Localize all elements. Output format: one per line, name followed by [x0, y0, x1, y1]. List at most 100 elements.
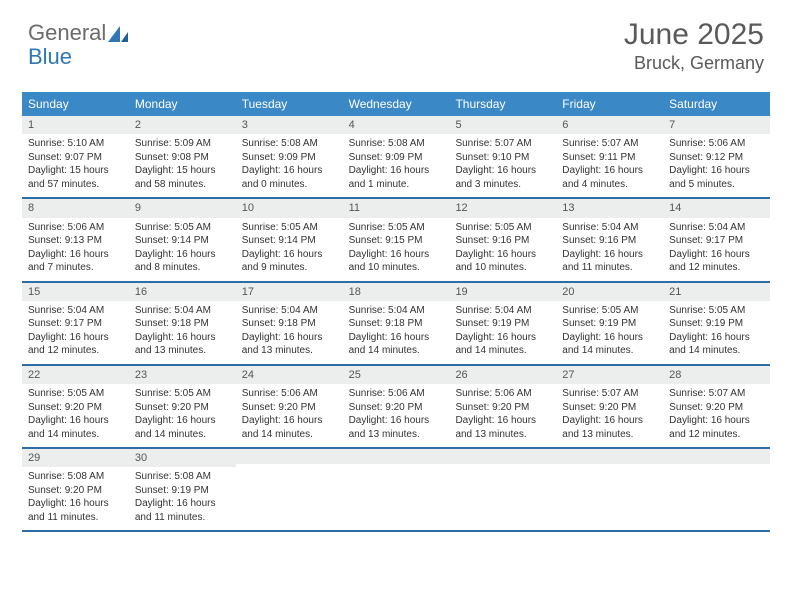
day-number: 13	[556, 199, 663, 217]
day-cell: 16Sunrise: 5:04 AMSunset: 9:18 PMDayligh…	[129, 283, 236, 364]
daylight-text: Daylight: 16 hours and 11 minutes.	[28, 497, 123, 524]
day-number: 1	[22, 116, 129, 134]
title-block: June 2025 Bruck, Germany	[624, 18, 764, 74]
week-row: 15Sunrise: 5:04 AMSunset: 9:17 PMDayligh…	[22, 283, 770, 366]
day-number: 4	[343, 116, 450, 134]
daylight-text: Daylight: 16 hours and 7 minutes.	[28, 248, 123, 275]
daylight-text: Daylight: 16 hours and 13 minutes.	[349, 414, 444, 441]
daylight-text: Daylight: 16 hours and 13 minutes.	[562, 414, 657, 441]
day-number: 15	[22, 283, 129, 301]
day-body: Sunrise: 5:04 AMSunset: 9:17 PMDaylight:…	[22, 301, 129, 358]
day-cell: 8Sunrise: 5:06 AMSunset: 9:13 PMDaylight…	[22, 199, 129, 280]
daylight-text: Daylight: 16 hours and 14 minutes.	[135, 414, 230, 441]
sunset-text: Sunset: 9:17 PM	[28, 317, 123, 331]
daylight-text: Daylight: 16 hours and 14 minutes.	[242, 414, 337, 441]
day-number: 19	[449, 283, 556, 301]
title-location: Bruck, Germany	[624, 53, 764, 74]
day-body: Sunrise: 5:06 AMSunset: 9:13 PMDaylight:…	[22, 218, 129, 275]
sunrise-text: Sunrise: 5:08 AM	[349, 137, 444, 151]
sunset-text: Sunset: 9:19 PM	[562, 317, 657, 331]
day-number	[449, 449, 556, 464]
sunrise-text: Sunrise: 5:05 AM	[562, 304, 657, 318]
day-cell	[236, 449, 343, 530]
day-number: 12	[449, 199, 556, 217]
sunset-text: Sunset: 9:18 PM	[135, 317, 230, 331]
brand-word-1: General	[28, 20, 106, 45]
sunset-text: Sunset: 9:20 PM	[28, 401, 123, 415]
day-cell: 23Sunrise: 5:05 AMSunset: 9:20 PMDayligh…	[129, 366, 236, 447]
day-cell: 14Sunrise: 5:04 AMSunset: 9:17 PMDayligh…	[663, 199, 770, 280]
sunrise-text: Sunrise: 5:05 AM	[669, 304, 764, 318]
day-body: Sunrise: 5:06 AMSunset: 9:20 PMDaylight:…	[449, 384, 556, 441]
day-number	[556, 449, 663, 464]
day-body: Sunrise: 5:04 AMSunset: 9:16 PMDaylight:…	[556, 218, 663, 275]
sunset-text: Sunset: 9:20 PM	[135, 401, 230, 415]
sunset-text: Sunset: 9:09 PM	[242, 151, 337, 165]
day-number: 14	[663, 199, 770, 217]
sunrise-text: Sunrise: 5:04 AM	[669, 221, 764, 235]
day-cell: 11Sunrise: 5:05 AMSunset: 9:15 PMDayligh…	[343, 199, 450, 280]
day-cell: 19Sunrise: 5:04 AMSunset: 9:19 PMDayligh…	[449, 283, 556, 364]
sunrise-text: Sunrise: 5:08 AM	[242, 137, 337, 151]
day-body: Sunrise: 5:07 AMSunset: 9:20 PMDaylight:…	[663, 384, 770, 441]
daylight-text: Daylight: 16 hours and 10 minutes.	[455, 248, 550, 275]
weekday-header: Thursday	[449, 92, 556, 116]
day-cell: 30Sunrise: 5:08 AMSunset: 9:19 PMDayligh…	[129, 449, 236, 530]
sunrise-text: Sunrise: 5:04 AM	[562, 221, 657, 235]
brand-sail-icon	[108, 24, 128, 46]
sunrise-text: Sunrise: 5:08 AM	[28, 470, 123, 484]
day-cell: 21Sunrise: 5:05 AMSunset: 9:19 PMDayligh…	[663, 283, 770, 364]
header: General Blue June 2025 Bruck, Germany	[0, 0, 792, 92]
day-body: Sunrise: 5:05 AMSunset: 9:14 PMDaylight:…	[236, 218, 343, 275]
sunset-text: Sunset: 9:16 PM	[455, 234, 550, 248]
daylight-text: Daylight: 16 hours and 3 minutes.	[455, 164, 550, 191]
day-number: 16	[129, 283, 236, 301]
daylight-text: Daylight: 16 hours and 14 minutes.	[455, 331, 550, 358]
day-body: Sunrise: 5:10 AMSunset: 9:07 PMDaylight:…	[22, 134, 129, 191]
day-body: Sunrise: 5:04 AMSunset: 9:19 PMDaylight:…	[449, 301, 556, 358]
daylight-text: Daylight: 16 hours and 10 minutes.	[349, 248, 444, 275]
day-cell: 4Sunrise: 5:08 AMSunset: 9:09 PMDaylight…	[343, 116, 450, 197]
day-cell: 22Sunrise: 5:05 AMSunset: 9:20 PMDayligh…	[22, 366, 129, 447]
daylight-text: Daylight: 16 hours and 14 minutes.	[562, 331, 657, 358]
sunset-text: Sunset: 9:13 PM	[28, 234, 123, 248]
day-number: 7	[663, 116, 770, 134]
day-body: Sunrise: 5:08 AMSunset: 9:20 PMDaylight:…	[22, 467, 129, 524]
day-body	[556, 464, 663, 516]
day-number: 8	[22, 199, 129, 217]
week-row: 1Sunrise: 5:10 AMSunset: 9:07 PMDaylight…	[22, 116, 770, 199]
weekday-header: Monday	[129, 92, 236, 116]
daylight-text: Daylight: 16 hours and 8 minutes.	[135, 248, 230, 275]
sunset-text: Sunset: 9:14 PM	[135, 234, 230, 248]
sunset-text: Sunset: 9:18 PM	[349, 317, 444, 331]
week-row: 22Sunrise: 5:05 AMSunset: 9:20 PMDayligh…	[22, 366, 770, 449]
daylight-text: Daylight: 16 hours and 12 minutes.	[669, 414, 764, 441]
day-cell	[663, 449, 770, 530]
sunset-text: Sunset: 9:19 PM	[669, 317, 764, 331]
sunset-text: Sunset: 9:20 PM	[562, 401, 657, 415]
day-number	[663, 449, 770, 464]
daylight-text: Daylight: 16 hours and 12 minutes.	[28, 331, 123, 358]
sunrise-text: Sunrise: 5:05 AM	[135, 221, 230, 235]
sunset-text: Sunset: 9:12 PM	[669, 151, 764, 165]
day-body: Sunrise: 5:06 AMSunset: 9:20 PMDaylight:…	[236, 384, 343, 441]
day-cell: 1Sunrise: 5:10 AMSunset: 9:07 PMDaylight…	[22, 116, 129, 197]
sunrise-text: Sunrise: 5:07 AM	[562, 137, 657, 151]
day-body	[236, 464, 343, 516]
weekday-header: Wednesday	[343, 92, 450, 116]
day-cell: 28Sunrise: 5:07 AMSunset: 9:20 PMDayligh…	[663, 366, 770, 447]
day-number: 2	[129, 116, 236, 134]
day-cell: 9Sunrise: 5:05 AMSunset: 9:14 PMDaylight…	[129, 199, 236, 280]
week-row: 8Sunrise: 5:06 AMSunset: 9:13 PMDaylight…	[22, 199, 770, 282]
day-cell: 20Sunrise: 5:05 AMSunset: 9:19 PMDayligh…	[556, 283, 663, 364]
day-body: Sunrise: 5:08 AMSunset: 9:09 PMDaylight:…	[236, 134, 343, 191]
calendar-grid: Sunday Monday Tuesday Wednesday Thursday…	[22, 92, 770, 532]
sunrise-text: Sunrise: 5:05 AM	[242, 221, 337, 235]
sunrise-text: Sunrise: 5:05 AM	[135, 387, 230, 401]
day-body: Sunrise: 5:05 AMSunset: 9:15 PMDaylight:…	[343, 218, 450, 275]
day-number: 17	[236, 283, 343, 301]
day-number: 25	[343, 366, 450, 384]
day-cell: 5Sunrise: 5:07 AMSunset: 9:10 PMDaylight…	[449, 116, 556, 197]
sunrise-text: Sunrise: 5:04 AM	[28, 304, 123, 318]
daylight-text: Daylight: 16 hours and 14 minutes.	[669, 331, 764, 358]
